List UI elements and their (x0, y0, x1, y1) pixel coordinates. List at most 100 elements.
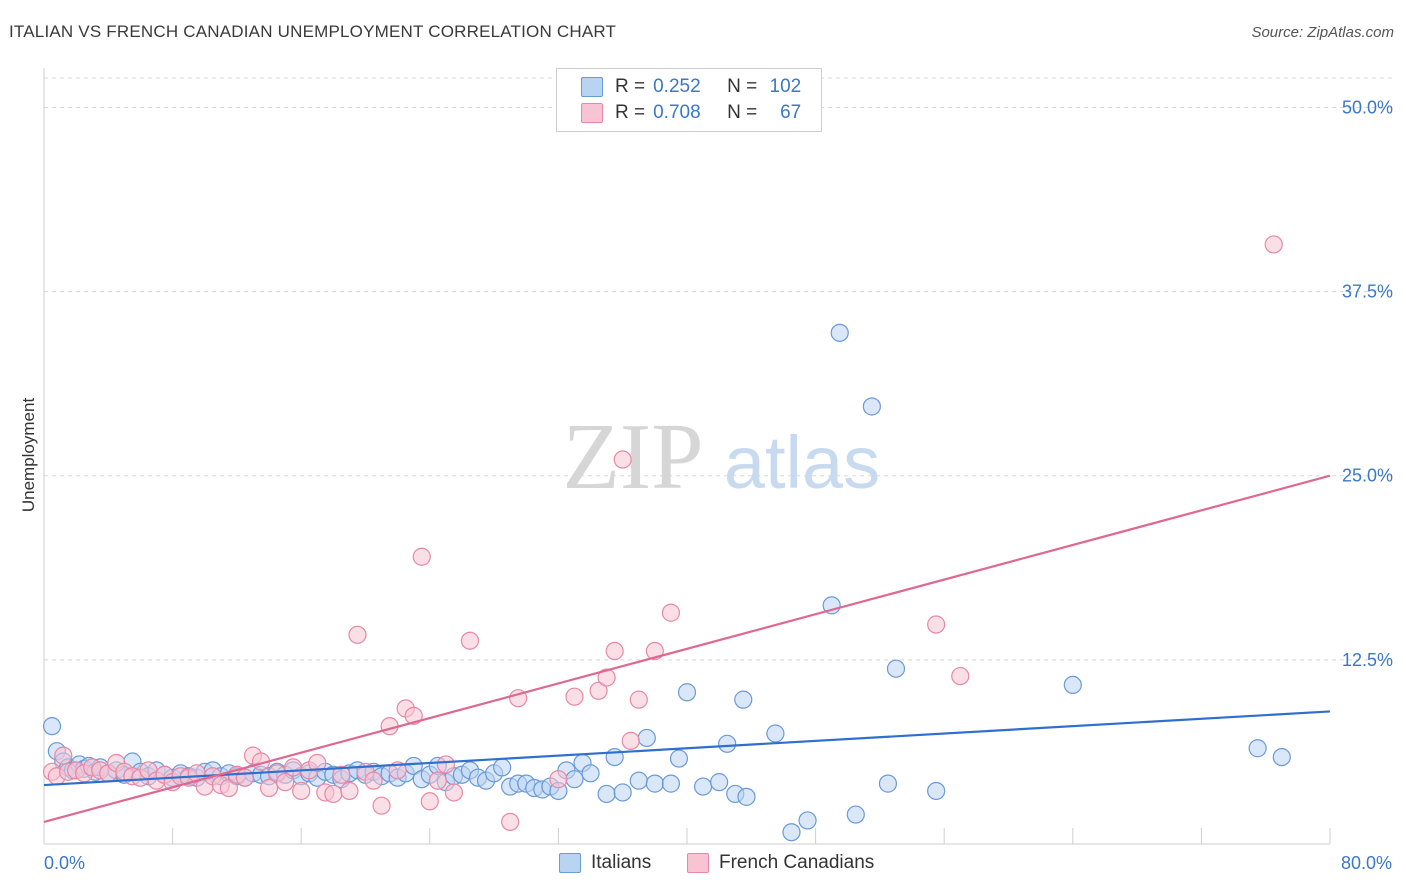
axes (43, 68, 1331, 845)
legend-label-french-canadians: French Canadians (719, 852, 875, 873)
french-canadians-point (565, 687, 584, 706)
watermark-atlas: atlas (724, 421, 880, 504)
legend-swatch-french-canadians (581, 103, 603, 123)
french-canadians-point (235, 768, 255, 787)
italians-point (42, 717, 62, 736)
italians-point (1248, 739, 1267, 758)
italians-point (693, 777, 713, 796)
italians-point (862, 397, 881, 416)
legend-r-label: R = (615, 76, 646, 97)
italians-point (669, 749, 689, 768)
legend-r-value: 0.252 (653, 76, 701, 97)
french-canadians-point (428, 771, 447, 790)
italians-point (927, 781, 946, 801)
y-tick-label: 50.0% (1342, 97, 1393, 117)
french-canadians-point (404, 706, 423, 725)
legend-r-value: 0.708 (653, 102, 701, 123)
y-axis-label: Unemployment (19, 398, 38, 513)
legend-r-label: R = (615, 102, 646, 123)
legend-row-italians: R = 0.252 N = 102 (581, 75, 801, 99)
italians-point (782, 823, 801, 842)
french-canadians-point (661, 603, 681, 622)
french-canadians-point (340, 781, 359, 801)
french-canadians-point (276, 773, 295, 792)
italians-point (886, 659, 906, 678)
french-canadians-point (501, 812, 520, 832)
y-tick-label: 25.0% (1342, 466, 1393, 486)
italians-point (581, 764, 600, 783)
french-canadians-point (54, 746, 73, 765)
italians-point (565, 770, 584, 789)
italians-point (737, 787, 756, 806)
italians-point (661, 774, 681, 793)
french-canadians-point (372, 796, 391, 815)
legend-n-label: N = (727, 76, 758, 97)
italians-point (718, 734, 737, 753)
x-tick-label-max: 80.0% (1341, 853, 1392, 873)
french-canadians-point (589, 681, 608, 700)
legend-item-french-canadians[interactable]: French Canadians (687, 852, 874, 874)
legend-n-label: N = (727, 102, 758, 123)
italians-point (493, 758, 512, 777)
french-canadians-point (292, 781, 311, 801)
french-canadians-point (420, 792, 439, 811)
french-canadians-point (436, 755, 455, 774)
chart-title: ITALIAN VS FRENCH CANADIAN UNEMPLOYMENT … (9, 22, 617, 41)
legend-swatch-italians (581, 77, 603, 97)
legend-n-value: 102 (769, 76, 802, 97)
x-tick-label-min: 0.0% (44, 853, 85, 873)
series-italians (42, 323, 1291, 842)
italians-trend-line (43, 710, 1331, 787)
italians-point (677, 683, 697, 702)
french-canadians-point (219, 778, 238, 798)
french-canadians-point (621, 731, 640, 750)
italians-point (637, 728, 656, 748)
italians-point (830, 323, 849, 342)
french-canadians-point (549, 770, 568, 789)
french-canadians-point (597, 668, 616, 687)
french-canadians-point (613, 450, 632, 469)
legend-n-value: 67 (780, 102, 802, 123)
watermark-zip: ZIP (563, 405, 704, 509)
french-canadians-point (629, 690, 648, 709)
french-canadians-point (951, 666, 970, 686)
french-canadians-point (308, 753, 327, 773)
italians-point (613, 783, 632, 802)
french-canadians-point (412, 547, 431, 566)
y-tick-label: 37.5% (1342, 282, 1393, 302)
series-french-canadians (42, 235, 1283, 832)
legend-swatch-italians (559, 853, 581, 873)
french-canadians-point (927, 615, 946, 634)
italians-point (734, 690, 753, 709)
french-canadians-point (259, 778, 279, 798)
french-canadians-point (460, 631, 480, 650)
italians-point (710, 773, 729, 792)
trend-lines (43, 474, 1331, 823)
french-canadians-point (1264, 235, 1283, 254)
italians-point (1063, 675, 1082, 695)
source-label: Source: ZipAtlas.com (1251, 24, 1394, 41)
french-canadians-point (348, 625, 367, 644)
french-canadians-point (332, 765, 351, 784)
legend-label-italians: Italians (591, 852, 652, 873)
series-legend: Italians French Canadians (0, 852, 1406, 878)
french-canadians-point (364, 771, 383, 790)
french-canadians-point (444, 783, 464, 802)
italians-point (766, 724, 785, 743)
italians-point (645, 774, 664, 793)
y-tick-label: 12.5% (1342, 650, 1393, 670)
legend-row-french-canadians: R = 0.708 N = 67 (581, 101, 801, 125)
french-canadians-trend-line (43, 474, 1331, 823)
french-canadians-point (284, 758, 303, 777)
italians-point (629, 771, 648, 790)
italians-point (846, 805, 865, 824)
french-canadians-point (605, 641, 624, 661)
grid-lines (44, 77, 1392, 661)
watermark: ZIP atlas (563, 405, 881, 509)
french-canadians-point (324, 784, 343, 804)
legend-item-italians[interactable]: Italians (559, 852, 651, 874)
italians-point (1272, 747, 1291, 767)
stats-legend: R = 0.252 N = 102 R = 0.708 N = 67 (556, 68, 822, 132)
italians-point (798, 811, 817, 830)
